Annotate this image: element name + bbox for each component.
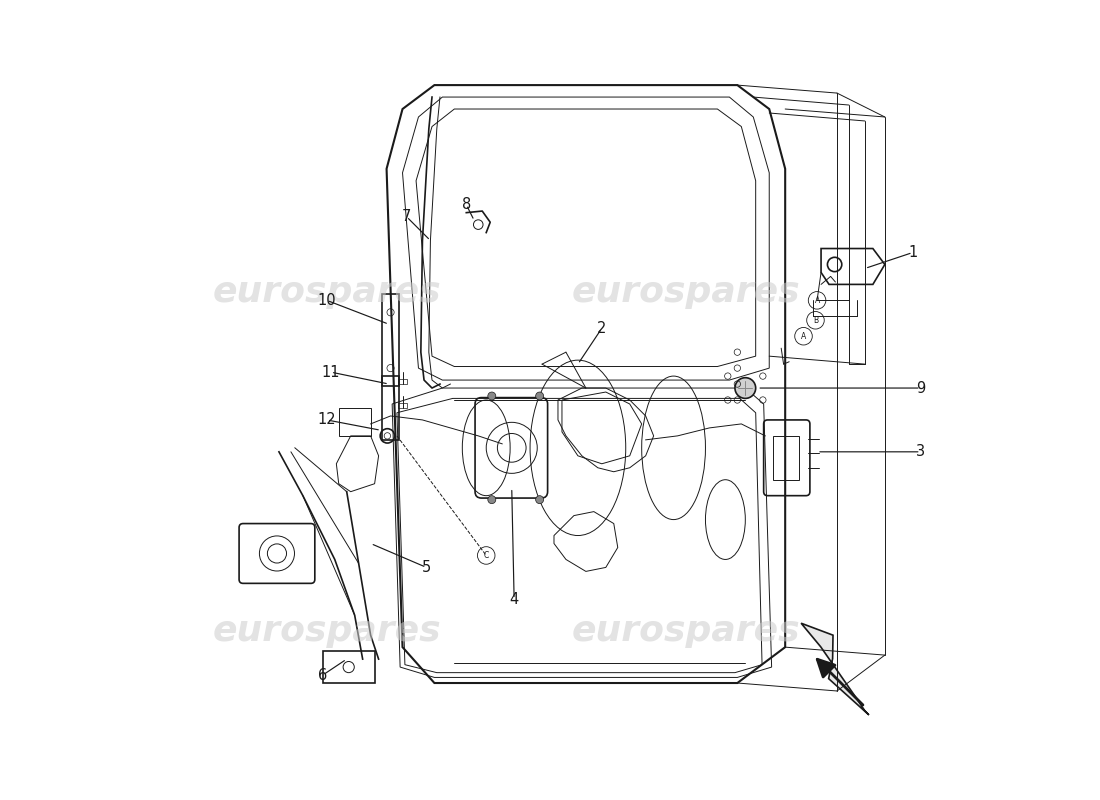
Text: eurospares: eurospares: [212, 614, 441, 648]
Text: B: B: [813, 316, 818, 325]
Text: 12: 12: [318, 413, 337, 427]
Text: 6: 6: [318, 667, 328, 682]
Text: 9: 9: [916, 381, 925, 395]
Text: 10: 10: [318, 293, 337, 308]
Text: eurospares: eurospares: [571, 275, 800, 310]
Bar: [773, 436, 799, 480]
Text: eurospares: eurospares: [571, 614, 800, 648]
Circle shape: [536, 392, 543, 400]
Circle shape: [536, 496, 543, 504]
Text: C: C: [484, 551, 488, 560]
Text: 4: 4: [509, 592, 519, 607]
Circle shape: [735, 378, 756, 398]
Circle shape: [487, 392, 496, 400]
Bar: [322, 651, 375, 683]
Bar: [382, 376, 399, 440]
Bar: [398, 379, 407, 384]
Text: A: A: [814, 296, 820, 305]
Bar: [398, 403, 407, 408]
Text: A: A: [801, 332, 806, 341]
Text: 5: 5: [421, 560, 431, 575]
Text: eurospares: eurospares: [212, 275, 441, 310]
Circle shape: [487, 496, 496, 504]
Text: 11: 11: [321, 365, 340, 379]
Text: 2: 2: [597, 321, 606, 336]
Bar: [382, 294, 399, 386]
Text: 8: 8: [462, 197, 471, 212]
Text: 1: 1: [909, 245, 917, 260]
Polygon shape: [801, 623, 869, 715]
Text: 3: 3: [916, 444, 925, 459]
Text: 7: 7: [402, 209, 411, 224]
